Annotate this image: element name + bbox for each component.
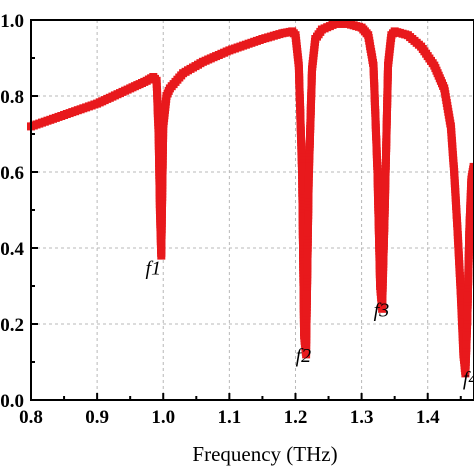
peak-annotation: f2: [296, 345, 312, 367]
y-tick-label: 0.4: [0, 239, 24, 260]
grid: [31, 20, 474, 400]
x-tick-label: 1.0: [151, 407, 175, 428]
x-tick-label: 1.3: [350, 407, 374, 428]
x-tick-label: 0.9: [85, 407, 109, 428]
peak-annotation: f3: [374, 299, 390, 321]
y-tick-label: 1.0: [0, 11, 24, 32]
x-tick-label: 1.2: [284, 407, 308, 428]
x-tick-label: 0.8: [19, 407, 43, 428]
y-tick-label: 0.8: [0, 87, 24, 108]
x-tick-label: 1.1: [217, 407, 241, 428]
peak-annotation: f4: [463, 368, 474, 390]
data-point-marker: [469, 162, 474, 171]
annotations: f1 f2 f3 f4: [146, 258, 474, 390]
ticks: 0.8 0.9 1.0 1.1 1.2 1.3 1.4 0.0 0.2 0.4 0.6 0.8 1.0: [0, 11, 462, 428]
y-tick-label: 0.0: [0, 391, 24, 412]
y-tick-label: 0.6: [0, 163, 24, 184]
x-tick-label: 1.4: [416, 407, 440, 428]
x-axis-label: Frequency (THz): [192, 442, 337, 466]
data-series: [27, 19, 474, 378]
peak-annotation: f1: [146, 258, 162, 280]
y-tick-label: 0.2: [0, 315, 24, 336]
